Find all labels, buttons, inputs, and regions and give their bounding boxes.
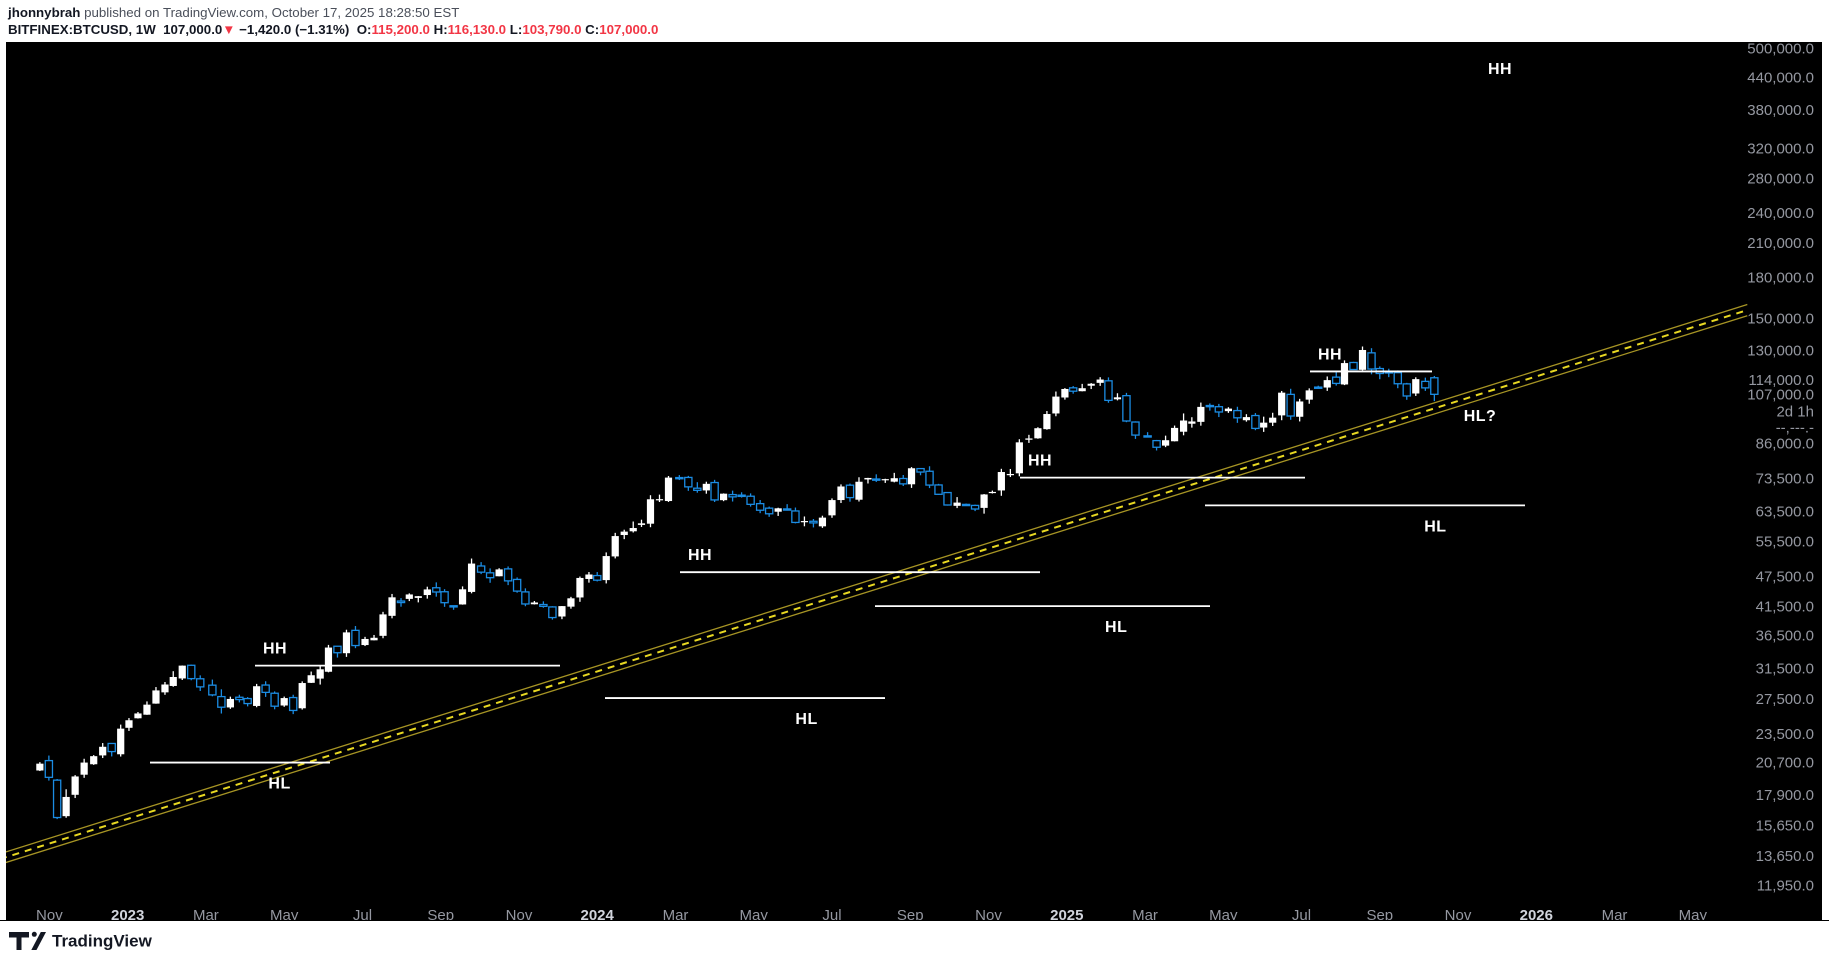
svg-text:210,000.0: 210,000.0 <box>1747 235 1814 252</box>
svg-text:440,000.0: 440,000.0 <box>1747 69 1814 86</box>
svg-text:41,500.0: 41,500.0 <box>1756 599 1814 616</box>
svg-text:2024: 2024 <box>581 907 615 920</box>
svg-text:Jul: Jul <box>1292 907 1311 920</box>
svg-text:Mar: Mar <box>1602 907 1628 920</box>
svg-text:23,500.0: 23,500.0 <box>1756 726 1814 743</box>
svg-text:2023: 2023 <box>111 907 144 920</box>
svg-text:HL?: HL? <box>1464 408 1497 425</box>
svg-text:107,000.0: 107,000.0 <box>1747 386 1814 403</box>
svg-text:240,000.0: 240,000.0 <box>1747 205 1814 222</box>
svg-text:Mar: Mar <box>1132 907 1158 920</box>
svg-text:55,500.0: 55,500.0 <box>1756 533 1814 550</box>
svg-text:Sep: Sep <box>427 907 454 920</box>
svg-text:17,900.0: 17,900.0 <box>1756 787 1814 804</box>
svg-text:36,500.0: 36,500.0 <box>1756 627 1814 644</box>
svg-text:47,500.0: 47,500.0 <box>1756 568 1814 585</box>
svg-text:HL: HL <box>1105 619 1127 636</box>
svg-text:Jul: Jul <box>822 907 841 920</box>
svg-text:HL: HL <box>795 711 817 728</box>
svg-text:Mar: Mar <box>193 907 219 920</box>
svg-text:180,000.0: 180,000.0 <box>1747 270 1814 287</box>
svg-text:63,500.0: 63,500.0 <box>1756 503 1814 520</box>
svg-text:HH: HH <box>263 641 287 658</box>
svg-text:150,000.0: 150,000.0 <box>1747 311 1814 328</box>
svg-text:Sep: Sep <box>897 907 924 920</box>
svg-text:86,000.0: 86,000.0 <box>1756 435 1814 452</box>
svg-text:27,500.0: 27,500.0 <box>1756 691 1814 708</box>
svg-text:2d 1h: 2d 1h <box>1776 403 1814 420</box>
svg-text:Nov: Nov <box>36 907 63 920</box>
svg-text:May: May <box>740 907 769 920</box>
svg-text:2026: 2026 <box>1520 907 1553 920</box>
svg-text:HH: HH <box>688 547 712 564</box>
svg-text:Nov: Nov <box>506 907 533 920</box>
svg-text:May: May <box>1209 907 1238 920</box>
svg-text:2025: 2025 <box>1050 907 1083 920</box>
svg-text:13,650.0: 13,650.0 <box>1756 848 1814 865</box>
svg-text:11,950.0: 11,950.0 <box>1757 878 1814 895</box>
svg-text:HL: HL <box>268 776 290 793</box>
svg-text:HH: HH <box>1488 61 1512 78</box>
svg-text:May: May <box>270 907 299 920</box>
svg-text:15,650.0: 15,650.0 <box>1756 817 1814 834</box>
svg-text:Jul: Jul <box>353 907 372 920</box>
svg-text:HL: HL <box>1424 518 1446 535</box>
svg-text:Nov: Nov <box>975 907 1002 920</box>
svg-text:Mar: Mar <box>663 907 689 920</box>
svg-text:380,000.0: 380,000.0 <box>1747 102 1814 119</box>
svg-text:73,500.0: 73,500.0 <box>1756 471 1814 488</box>
svg-text:Nov: Nov <box>1445 907 1472 920</box>
svg-text:280,000.0: 280,000.0 <box>1747 171 1814 188</box>
svg-text:Sep: Sep <box>1366 907 1393 920</box>
svg-text:May: May <box>1679 907 1708 920</box>
svg-text:TradingView: TradingView <box>52 932 153 951</box>
svg-text:--,---.-: --,---.- <box>1776 419 1814 436</box>
svg-text:HH: HH <box>1028 453 1052 470</box>
svg-text:130,000.0: 130,000.0 <box>1747 343 1814 360</box>
svg-text:320,000.0: 320,000.0 <box>1747 141 1814 158</box>
svg-text:20,700.0: 20,700.0 <box>1756 755 1814 772</box>
svg-text:HH: HH <box>1318 346 1342 363</box>
svg-text:31,500.0: 31,500.0 <box>1756 660 1814 677</box>
svg-text:500,000.0: 500,000.0 <box>1747 42 1814 58</box>
